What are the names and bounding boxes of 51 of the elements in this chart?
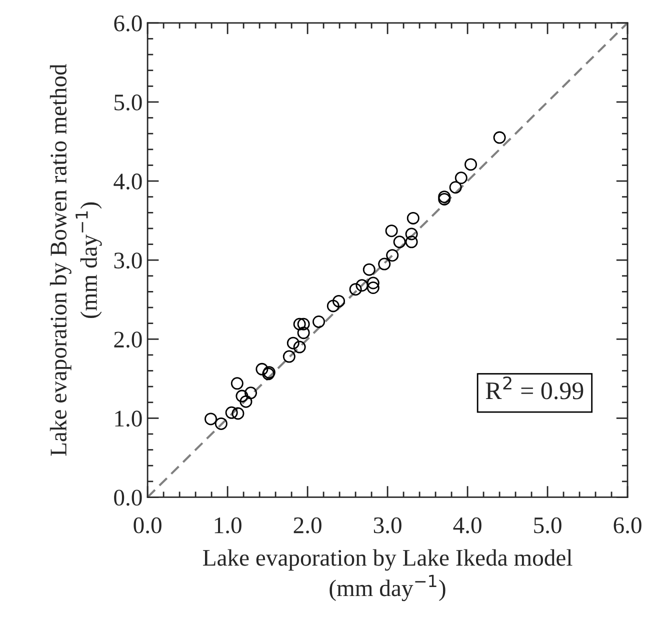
point [244, 386, 258, 400]
point [256, 362, 268, 376]
x-tick-label: 5.0 [534, 517, 562, 534]
y-tick-label: 4.0 [114, 174, 142, 190]
x-tick-label: 4.0 [453, 517, 482, 534]
point [366, 276, 380, 290]
point [464, 158, 477, 171]
x-tick-label: 6.0 [614, 517, 642, 534]
point [225, 406, 238, 419]
point [349, 283, 362, 296]
x-tick-label: 0.0 [134, 517, 162, 534]
point [386, 249, 399, 262]
x-axis-title: Lake evaporation by Lake Ikeda model (mm day$^{−1}$) [203, 549, 572, 602]
point [236, 390, 248, 402]
point [362, 263, 376, 276]
point [312, 316, 326, 328]
point [293, 340, 306, 354]
point [204, 412, 218, 426]
point [366, 282, 380, 294]
point [230, 377, 244, 390]
point [385, 224, 398, 238]
point [356, 279, 368, 292]
point [293, 318, 306, 330]
point [449, 181, 462, 194]
point [297, 318, 310, 330]
point [326, 300, 340, 312]
x-tick-label: 3.0 [374, 517, 402, 534]
point [286, 336, 300, 350]
point [240, 395, 252, 408]
point [406, 212, 420, 224]
point [214, 417, 228, 430]
point [378, 258, 391, 270]
point [493, 131, 506, 144]
point [405, 236, 418, 248]
x-tick-label: 2.0 [294, 517, 322, 534]
y-axis-title: Lake evaporation by Bowen ratio method (mm day$^{−1}$) [50, 64, 102, 456]
annotation: R$^{2}$ = 0.99 [486, 376, 584, 400]
point [282, 350, 296, 363]
y-tick-label: 1.0 [115, 410, 142, 427]
x-tick-label: 1.0 [214, 517, 242, 534]
point [297, 326, 310, 340]
point [405, 228, 418, 240]
y-tick-label: 6.0 [114, 15, 142, 32]
y-tick-label: 0.0 [114, 490, 142, 506]
point [454, 172, 468, 184]
point [332, 294, 346, 308]
point [393, 236, 406, 248]
y-tick-label: 2.0 [114, 332, 142, 348]
point [232, 407, 244, 420]
y-tick-label: 3.0 [114, 252, 142, 269]
y-tick-label: 5.0 [114, 94, 142, 111]
